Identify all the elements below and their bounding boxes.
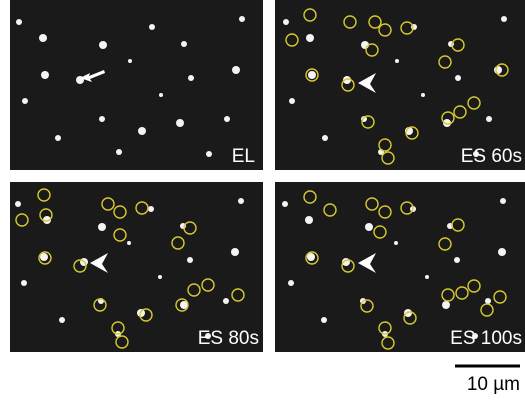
particle	[224, 116, 230, 122]
particle	[21, 280, 27, 286]
particle	[98, 223, 106, 231]
particle	[116, 149, 122, 155]
particle	[127, 241, 131, 245]
particle	[232, 66, 240, 74]
particle	[321, 317, 327, 323]
particle	[442, 301, 450, 309]
panel-label: EL	[232, 146, 255, 167]
particle	[501, 16, 507, 22]
particle	[289, 98, 295, 104]
particle	[158, 275, 162, 279]
particle	[365, 223, 373, 231]
panel-es60	[275, 0, 525, 170]
particle	[308, 71, 316, 79]
panel-label: ES 60s	[461, 146, 522, 167]
particle	[394, 241, 398, 245]
particle	[99, 116, 105, 122]
particle	[99, 41, 107, 49]
particle	[306, 34, 314, 42]
particle	[425, 275, 429, 279]
particle	[454, 257, 460, 263]
particle	[138, 127, 146, 135]
panel-el	[10, 0, 263, 170]
particle	[494, 66, 502, 74]
particle	[159, 93, 163, 97]
scale-bar-label: 10 µm	[467, 374, 520, 395]
particle	[231, 248, 239, 256]
panel-es100	[275, 182, 525, 352]
particle	[322, 135, 328, 141]
particle	[288, 280, 294, 286]
particle	[206, 151, 212, 157]
particle	[421, 93, 425, 97]
particle	[16, 19, 22, 25]
particle	[486, 116, 492, 122]
particle	[498, 248, 506, 256]
particle	[176, 119, 184, 127]
particle	[305, 216, 313, 224]
panel-label: ES 100s	[450, 328, 522, 349]
panel-label: ES 80s	[198, 328, 259, 349]
particle	[485, 298, 491, 304]
particle	[41, 71, 49, 79]
particle	[148, 206, 154, 212]
particle	[188, 75, 194, 81]
particle	[187, 257, 193, 263]
figure: EL ES 60s ES 80s ES 100s 10 µm	[0, 0, 525, 400]
particle	[149, 24, 155, 30]
particle	[128, 59, 132, 63]
particle	[15, 201, 21, 207]
particle	[22, 98, 28, 104]
particle	[239, 16, 245, 22]
particle	[39, 34, 47, 42]
particle	[500, 198, 506, 204]
particle	[181, 41, 187, 47]
particle	[238, 198, 244, 204]
particle	[282, 201, 288, 207]
particle	[59, 317, 65, 323]
particle	[455, 75, 461, 81]
particle	[395, 59, 399, 63]
particle	[55, 135, 61, 141]
particle	[223, 298, 229, 304]
particle	[283, 19, 289, 25]
